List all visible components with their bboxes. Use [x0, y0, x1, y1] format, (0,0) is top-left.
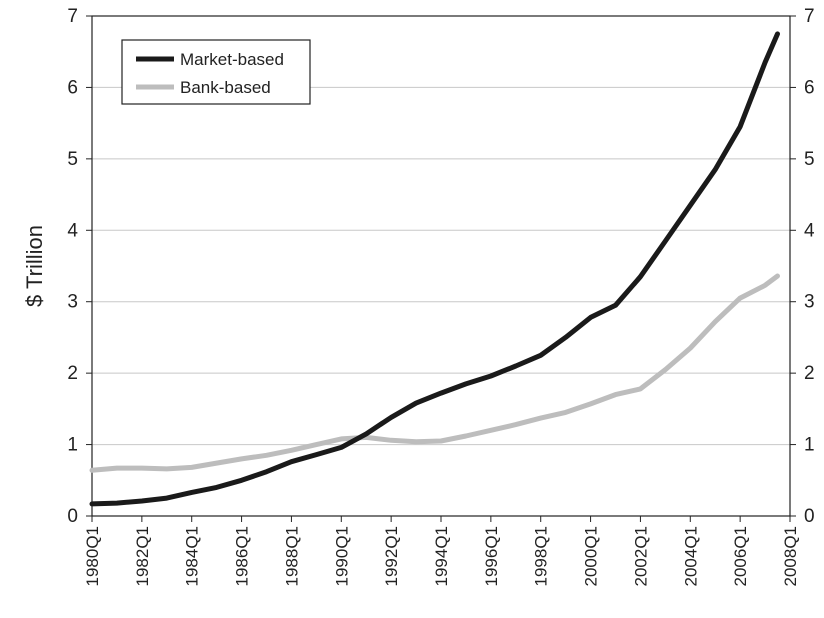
series-line — [89, 273, 780, 473]
x-tick-label: 1988Q1 — [282, 526, 301, 587]
x-tick-label: 2004Q1 — [681, 526, 700, 587]
y2-tick-label: 0 — [804, 506, 815, 527]
plot-frame — [91, 15, 791, 517]
y-axis-label: $ Trillion — [22, 225, 47, 307]
x-tick-label: 1994Q1 — [432, 526, 451, 587]
x-tick-label: 1998Q1 — [532, 526, 551, 587]
legend-label: Bank-based — [180, 78, 271, 97]
legend: Market-based Bank-based — [121, 39, 311, 105]
x-tick-label: 2002Q1 — [631, 526, 650, 587]
x-tick-label: 1990Q1 — [332, 526, 351, 587]
y2-tick-label: 3 — [804, 292, 815, 313]
y-tick-label: 1 — [67, 435, 78, 456]
x-tick-label: 1982Q1 — [133, 526, 152, 587]
series-line — [89, 31, 780, 507]
x-tick-label: 1984Q1 — [183, 526, 202, 587]
x-tick-label: 1992Q1 — [382, 526, 401, 587]
legend-label: Market-based — [180, 50, 284, 69]
y2-tick-label: 7 — [804, 6, 815, 27]
y-tick-label: 4 — [67, 220, 78, 241]
x-tick-label: 2006Q1 — [731, 526, 750, 587]
x-tick-label: 2008Q1 — [781, 526, 800, 587]
x-tick-label: 1986Q1 — [233, 526, 252, 587]
y2-tick-label: 4 — [804, 220, 815, 241]
y2-tick-label: 2 — [804, 363, 815, 384]
y-tick-label: 5 — [67, 149, 78, 170]
y2-tick-label: 5 — [804, 149, 815, 170]
legend-box — [121, 39, 311, 105]
x-tick-label: 1980Q1 — [83, 526, 102, 587]
y-tick-label: 7 — [67, 6, 78, 27]
x-tick-label: 1996Q1 — [482, 526, 501, 587]
y2-tick-label: 1 — [804, 435, 815, 456]
y-tick-label: 6 — [67, 77, 78, 98]
y2-tick-label: 6 — [804, 77, 815, 98]
x-tick-label: 2000Q1 — [582, 526, 601, 587]
y-tick-label: 3 — [67, 292, 78, 313]
y-tick-label: 0 — [67, 506, 78, 527]
y-tick-label: 2 — [67, 363, 78, 384]
